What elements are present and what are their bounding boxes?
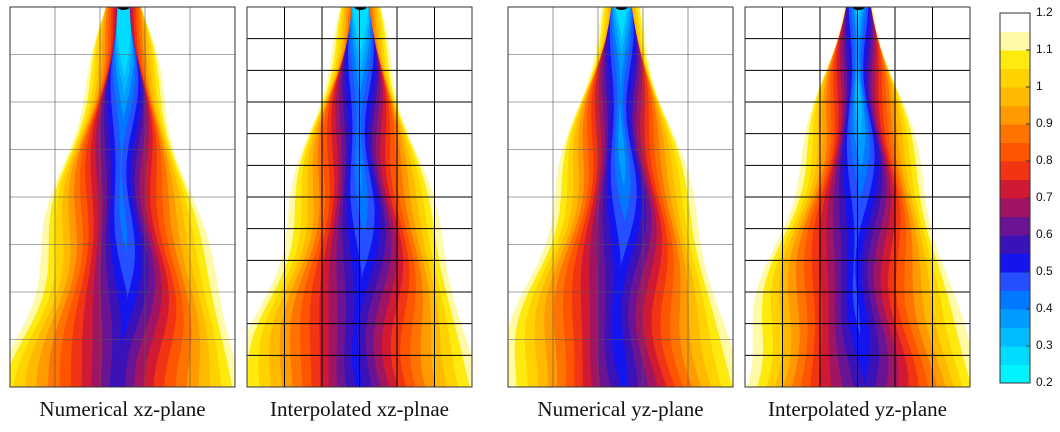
nozzle xyxy=(852,7,865,10)
colorbar-band xyxy=(1000,327,1030,347)
colorbar-band xyxy=(1000,105,1030,125)
colorbar-band xyxy=(1000,290,1030,310)
colorbar-band xyxy=(1000,253,1030,273)
panel-frame xyxy=(744,6,971,388)
colorbar-tick-label: 0.6 xyxy=(1036,227,1053,241)
contour-panel xyxy=(745,7,970,387)
contour-level xyxy=(116,7,131,387)
colorbar-band xyxy=(1000,216,1030,236)
colorbar-tick-label: 1.2 xyxy=(1036,5,1053,19)
panel-frame xyxy=(507,6,734,388)
colorbar-band xyxy=(1000,68,1030,88)
nozzle xyxy=(615,7,628,10)
panel-frame xyxy=(9,6,236,388)
panel-caption: Interpolated yz-plane xyxy=(768,397,947,421)
colorbar-band xyxy=(1000,124,1030,143)
colorbar-tick-label: 1.1 xyxy=(1036,42,1053,56)
panel-frame xyxy=(246,6,473,388)
colorbar-band xyxy=(1000,179,1030,199)
colorbar-band xyxy=(1000,50,1030,69)
contour-level xyxy=(116,7,132,387)
colorbar-tick-label: 0.9 xyxy=(1036,116,1053,130)
colorbar-band xyxy=(1000,272,1030,291)
contour-panel xyxy=(10,7,235,387)
colorbar-tick-label: 0.2 xyxy=(1036,375,1053,389)
panel-caption: Numerical xz-plane xyxy=(39,397,205,421)
colorbar-band xyxy=(1000,198,1030,217)
colorbar-band xyxy=(1000,31,1030,51)
colorbar-tick-label: 0.5 xyxy=(1036,264,1053,278)
colorbar-band xyxy=(1000,364,1030,384)
colorbar-band xyxy=(1000,346,1030,365)
colorbar-band xyxy=(1000,87,1030,106)
panel-caption: Interpolated xz-plnae xyxy=(270,397,449,421)
colorbar-tick-label: 0.8 xyxy=(1036,153,1053,167)
contour-level xyxy=(351,7,371,387)
colorbar-tick-label: 0.7 xyxy=(1036,190,1053,204)
colorbar-band xyxy=(1000,13,1030,32)
nozzle xyxy=(354,7,367,10)
contour-panel xyxy=(508,7,733,387)
colorbar-tick-label: 0.4 xyxy=(1036,301,1053,315)
panel-caption: Numerical yz-plane xyxy=(537,397,703,421)
colorbar-band xyxy=(1000,235,1030,254)
colorbar-tick-label: 0.3 xyxy=(1036,338,1053,352)
contour-panel xyxy=(247,7,472,387)
nozzle xyxy=(117,7,130,10)
colorbar-band xyxy=(1000,161,1030,180)
colorbar-band xyxy=(1000,309,1030,328)
colorbar-tick-label: 1 xyxy=(1036,79,1043,93)
colorbar-band xyxy=(1000,142,1030,162)
